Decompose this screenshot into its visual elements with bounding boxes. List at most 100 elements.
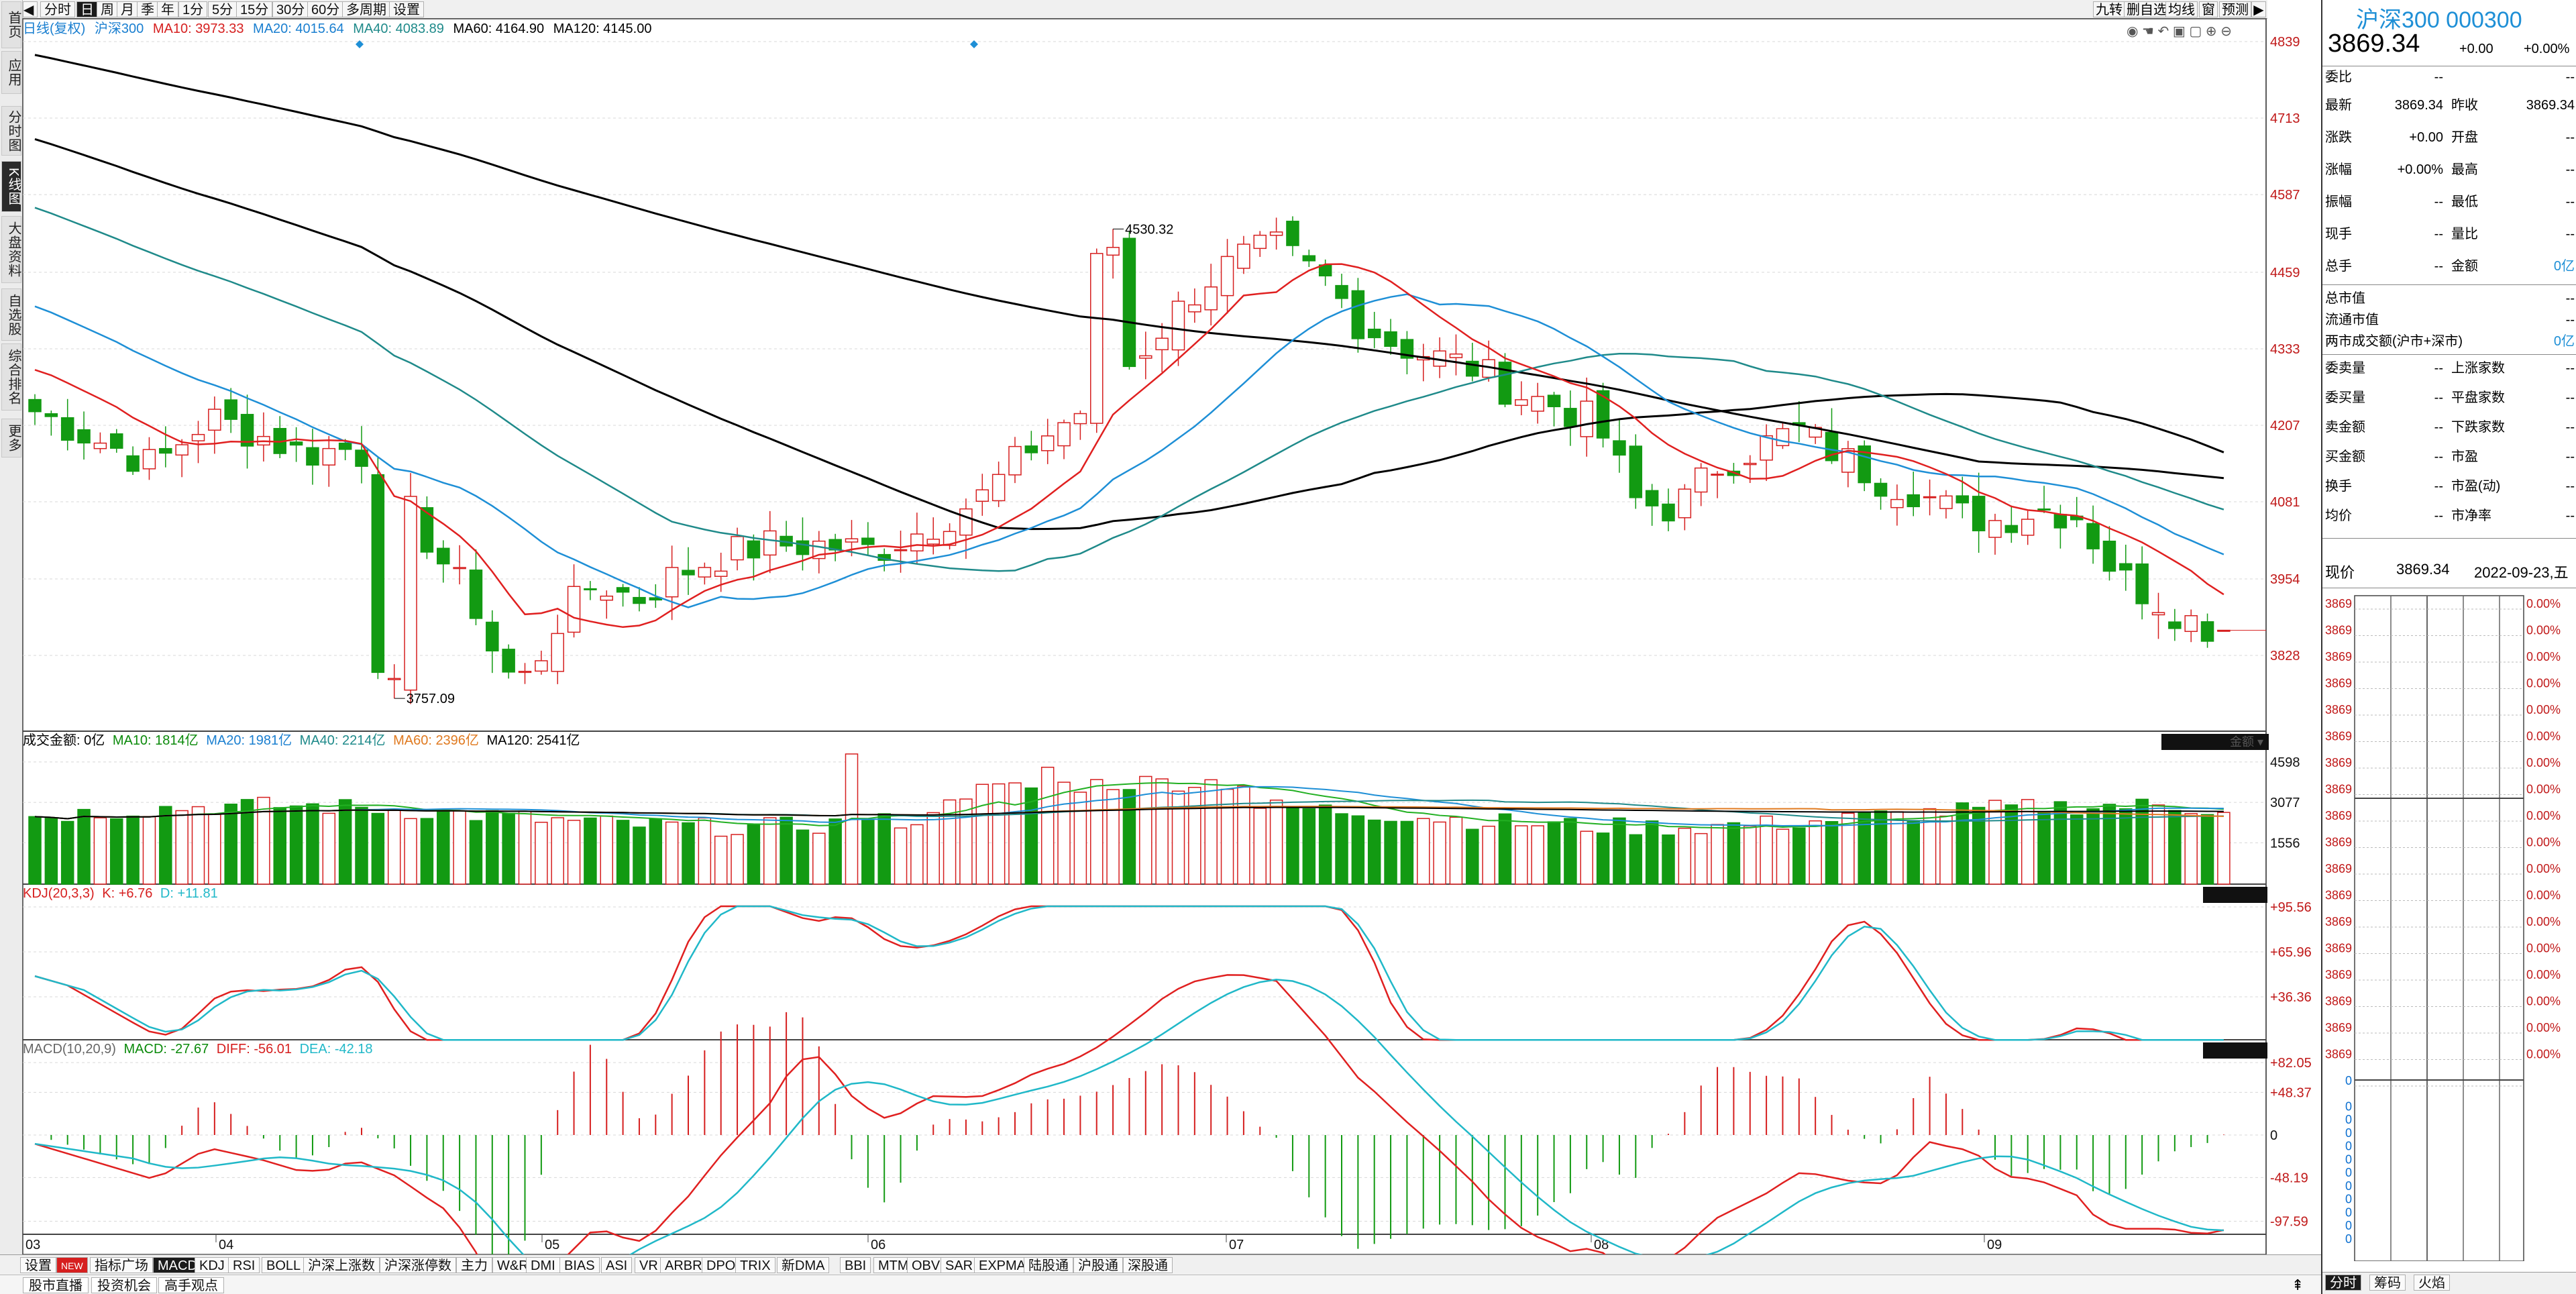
tool-button[interactable]: 窗 bbox=[2199, 1, 2218, 17]
indicator-tab[interactable]: ASI bbox=[601, 1257, 633, 1273]
news-tab[interactable]: 股市直播 bbox=[23, 1277, 89, 1293]
sidebar-item-market-data[interactable]: 大盘资料 bbox=[1, 216, 21, 283]
quote-label: 下跌家数 bbox=[2451, 420, 2505, 435]
indicator-tab[interactable]: KDJ bbox=[195, 1257, 229, 1273]
indicator-tab[interactable]: NEW bbox=[56, 1257, 88, 1273]
x-tick-label: 04 bbox=[219, 1238, 233, 1252]
window-icon[interactable]: ▢ bbox=[2189, 24, 2202, 39]
indicator-tab[interactable]: 陆股通 bbox=[1024, 1257, 1073, 1273]
sidebar-item-apps[interactable]: 应用 bbox=[1, 51, 21, 94]
volume-tag[interactable]: 金额 ▾ bbox=[2161, 734, 2269, 750]
news-tab[interactable]: 投资机会 bbox=[91, 1277, 157, 1293]
volume-bar bbox=[371, 812, 385, 885]
period-tab[interactable]: 年 bbox=[157, 1, 178, 17]
sidebar-item-ranking[interactable]: 综合排名 bbox=[1, 343, 21, 411]
candle-body bbox=[991, 474, 1006, 502]
next-arrow-icon[interactable]: ▶ bbox=[2251, 1, 2266, 17]
candle-body bbox=[1515, 399, 1528, 407]
undo-icon[interactable]: ↶ bbox=[2157, 24, 2169, 39]
indicator-tab[interactable]: BOLL bbox=[262, 1257, 306, 1273]
period-tab[interactable]: 5分 bbox=[208, 1, 237, 17]
indicator-tab[interactable]: MACD bbox=[153, 1257, 202, 1273]
quote-label: 昨收 bbox=[2451, 98, 2478, 113]
candle-body bbox=[1400, 339, 1414, 359]
candle-body bbox=[1204, 286, 1218, 311]
quote-tab-chips[interactable]: 筹码 bbox=[2369, 1275, 2406, 1291]
quote-label: 现手 bbox=[2325, 227, 2352, 241]
event-marker-icon[interactable] bbox=[356, 40, 364, 48]
event-marker-icon[interactable] bbox=[970, 40, 978, 48]
period-tab[interactable]: 15分 bbox=[236, 1, 273, 17]
indicator-tab[interactable]: MTM bbox=[873, 1257, 914, 1273]
quote-value: -- bbox=[2434, 361, 2443, 376]
period-tab[interactable]: 周 bbox=[97, 1, 118, 17]
indicator-tab[interactable]: ARBR bbox=[660, 1257, 707, 1273]
volume-bar bbox=[126, 815, 140, 885]
volume-bar bbox=[1466, 828, 1479, 885]
indicator-tab[interactable]: 主力 bbox=[456, 1257, 492, 1273]
period-tab[interactable]: 月 bbox=[117, 1, 138, 17]
prev-arrow-icon[interactable]: ◀ bbox=[23, 1, 38, 17]
quote-tab-timeshare[interactable]: 分时 bbox=[2325, 1275, 2361, 1291]
period-tab[interactable]: 30分 bbox=[272, 1, 309, 17]
indicator-tab[interactable]: 指标广场 bbox=[90, 1257, 153, 1273]
indicator-tab[interactable]: BBI bbox=[840, 1257, 871, 1273]
sidebar-item-timeshare[interactable]: 分时图 bbox=[1, 106, 21, 156]
indicator-tab[interactable]: DMI bbox=[526, 1257, 560, 1273]
macd-tick-label: 0 bbox=[2270, 1128, 2277, 1143]
indicator-tab[interactable]: 沪深上涨数 bbox=[303, 1257, 380, 1273]
volume-bar bbox=[1498, 813, 1512, 885]
indicator-tab[interactable]: 沪股通 bbox=[1073, 1257, 1123, 1273]
quote-tab-flame[interactable]: 火焰 bbox=[2414, 1275, 2450, 1291]
zoom-out-icon[interactable]: ⊖ bbox=[2220, 24, 2232, 39]
sidebar-item-watchlist[interactable]: 自选股 bbox=[1, 288, 21, 341]
tool-button[interactable]: 均线 bbox=[2165, 1, 2198, 17]
indicator-tab[interactable]: 新DMA bbox=[777, 1257, 830, 1273]
sidebar-item-kline[interactable]: K线图 bbox=[1, 161, 21, 212]
volume-bar bbox=[159, 806, 172, 885]
volume-bar bbox=[1890, 811, 1904, 885]
period-tab[interactable]: 分时 bbox=[40, 1, 75, 17]
indicator-tab[interactable]: VR bbox=[635, 1257, 663, 1273]
indicator-tab[interactable]: OBV bbox=[907, 1257, 945, 1273]
indicator-tab[interactable]: 深股通 bbox=[1123, 1257, 1173, 1273]
zoom-in-icon[interactable]: ⊕ bbox=[2205, 24, 2217, 39]
indicator-tab[interactable]: EXPMA bbox=[974, 1257, 1031, 1273]
volume-bar bbox=[584, 817, 597, 885]
kdj-tag[interactable] bbox=[2203, 887, 2267, 903]
indicator-tab[interactable]: 沪深涨停数 bbox=[380, 1257, 456, 1273]
lock-icon[interactable]: ▣ bbox=[2172, 24, 2186, 39]
indicator-tab[interactable]: DPO bbox=[702, 1257, 741, 1273]
period-tab[interactable]: 季 bbox=[137, 1, 158, 17]
volume-bar bbox=[1711, 824, 1724, 885]
sidebar-item-home[interactable]: 首页 bbox=[1, 1, 21, 48]
period-tab[interactable]: 60分 bbox=[307, 1, 344, 17]
mini-timeshare-chart[interactable]: 3869 0.00% 3869 0.00% 3869 0.00% 3869 0.00% 3869… bbox=[2322, 590, 2576, 1261]
settings-tab[interactable]: 设置 bbox=[389, 1, 424, 17]
volume-bar bbox=[698, 817, 712, 885]
hand-icon[interactable]: ☚ bbox=[2142, 24, 2154, 39]
indicator-tab[interactable]: SAR bbox=[941, 1257, 978, 1273]
indicator-tab[interactable]: BIAS bbox=[559, 1257, 600, 1273]
volume-bar bbox=[420, 818, 434, 885]
macd-tag[interactable] bbox=[2203, 1042, 2267, 1059]
tool-button[interactable]: 删自选 bbox=[2124, 1, 2169, 17]
eye-icon[interactable]: ◉ bbox=[2127, 24, 2139, 39]
quote-value: -- bbox=[2434, 70, 2443, 85]
period-tab[interactable]: 多周期 bbox=[342, 1, 390, 17]
tool-button[interactable]: 预测 bbox=[2219, 1, 2251, 17]
news-tab[interactable]: 高手观点 bbox=[158, 1277, 224, 1293]
sidebar-item-more[interactable]: 更多 bbox=[1, 419, 21, 457]
indicator-tab[interactable]: RSI bbox=[228, 1257, 260, 1273]
period-tab[interactable]: 日 bbox=[76, 1, 98, 17]
period-tab[interactable]: 1分 bbox=[178, 1, 208, 17]
volume-bar bbox=[665, 821, 679, 885]
indicator-tab[interactable]: TRIX bbox=[735, 1257, 775, 1273]
quote-label: 卖金额 bbox=[2325, 420, 2365, 435]
indicator-tab[interactable]: 设置 bbox=[20, 1257, 56, 1273]
candle-body bbox=[387, 678, 401, 680]
candle-body bbox=[469, 570, 483, 619]
volume-bar bbox=[1547, 821, 1561, 885]
pin-icon[interactable]: ⇞ bbox=[2292, 1277, 2304, 1293]
